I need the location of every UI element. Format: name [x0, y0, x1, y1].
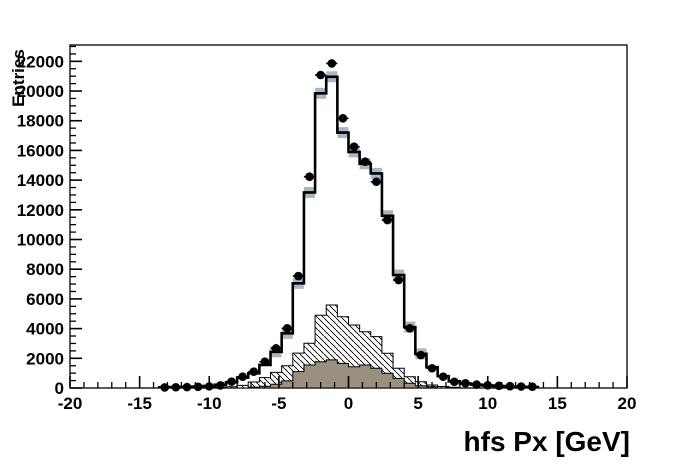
svg-text:20: 20	[618, 394, 637, 413]
svg-text:-5: -5	[271, 394, 286, 413]
svg-text:15: 15	[548, 394, 567, 413]
svg-text:-10: -10	[197, 394, 222, 413]
svg-text:10: 10	[478, 394, 497, 413]
y-tick-labels: 0 2000 4000 6000 8000 10000 12000 14000 16000 180…	[17, 52, 64, 398]
svg-text:22000: 22000	[17, 52, 64, 71]
data-points	[159, 59, 538, 392]
svg-text:12000: 12000	[17, 201, 64, 220]
svg-text:20000: 20000	[17, 82, 64, 101]
svg-text:-15: -15	[127, 394, 152, 413]
svg-text:2000: 2000	[26, 349, 64, 368]
svg-text:18000: 18000	[17, 112, 64, 131]
svg-text:0: 0	[344, 394, 353, 413]
x-axis-ticks	[69, 376, 628, 388]
svg-text:10000: 10000	[17, 231, 64, 250]
y-axis-ticks	[70, 45, 82, 389]
gray-histogram	[159, 359, 538, 389]
svg-text:16000: 16000	[17, 141, 64, 160]
y-axis-title: Entries	[9, 49, 28, 107]
svg-text:5: 5	[413, 394, 422, 413]
svg-text:-20: -20	[58, 394, 83, 413]
svg-text:4000: 4000	[26, 320, 64, 339]
svg-text:8000: 8000	[26, 260, 64, 279]
x-tick-labels: -20 -15 -10 -5 0 5 10 15 20	[58, 394, 637, 413]
svg-text:6000: 6000	[26, 290, 64, 309]
svg-text:0: 0	[55, 379, 64, 398]
svg-text:14000: 14000	[17, 171, 64, 190]
x-axis-title: hfs Px [GeV]	[464, 426, 630, 457]
